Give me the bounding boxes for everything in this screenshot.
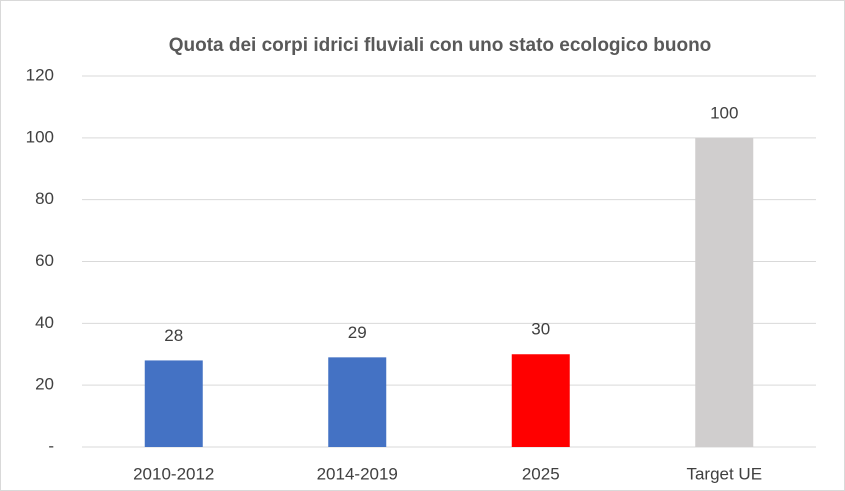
y-tick-label: - bbox=[48, 436, 54, 455]
y-tick-label: 40 bbox=[35, 313, 54, 332]
data-label: 30 bbox=[531, 320, 550, 339]
bar bbox=[144, 360, 203, 447]
y-tick-label: 80 bbox=[35, 189, 54, 208]
y-tick-label: 20 bbox=[35, 375, 54, 394]
bar bbox=[328, 357, 387, 447]
data-label: 29 bbox=[348, 323, 367, 342]
y-tick-label: 120 bbox=[26, 65, 54, 84]
x-tick-label: Target UE bbox=[686, 464, 762, 483]
bar bbox=[511, 354, 570, 447]
data-label: 28 bbox=[164, 326, 183, 345]
x-tick-label: 2025 bbox=[522, 464, 560, 483]
y-tick-label: 100 bbox=[26, 127, 54, 146]
x-tick-label: 2014-2019 bbox=[317, 464, 398, 483]
bar bbox=[695, 137, 754, 448]
data-label: 100 bbox=[710, 103, 738, 122]
x-tick-label: 2010-2012 bbox=[133, 464, 214, 483]
chart-title: Quota dei corpi idrici fluviali con uno … bbox=[168, 35, 712, 56]
y-tick-label: 60 bbox=[35, 251, 54, 270]
